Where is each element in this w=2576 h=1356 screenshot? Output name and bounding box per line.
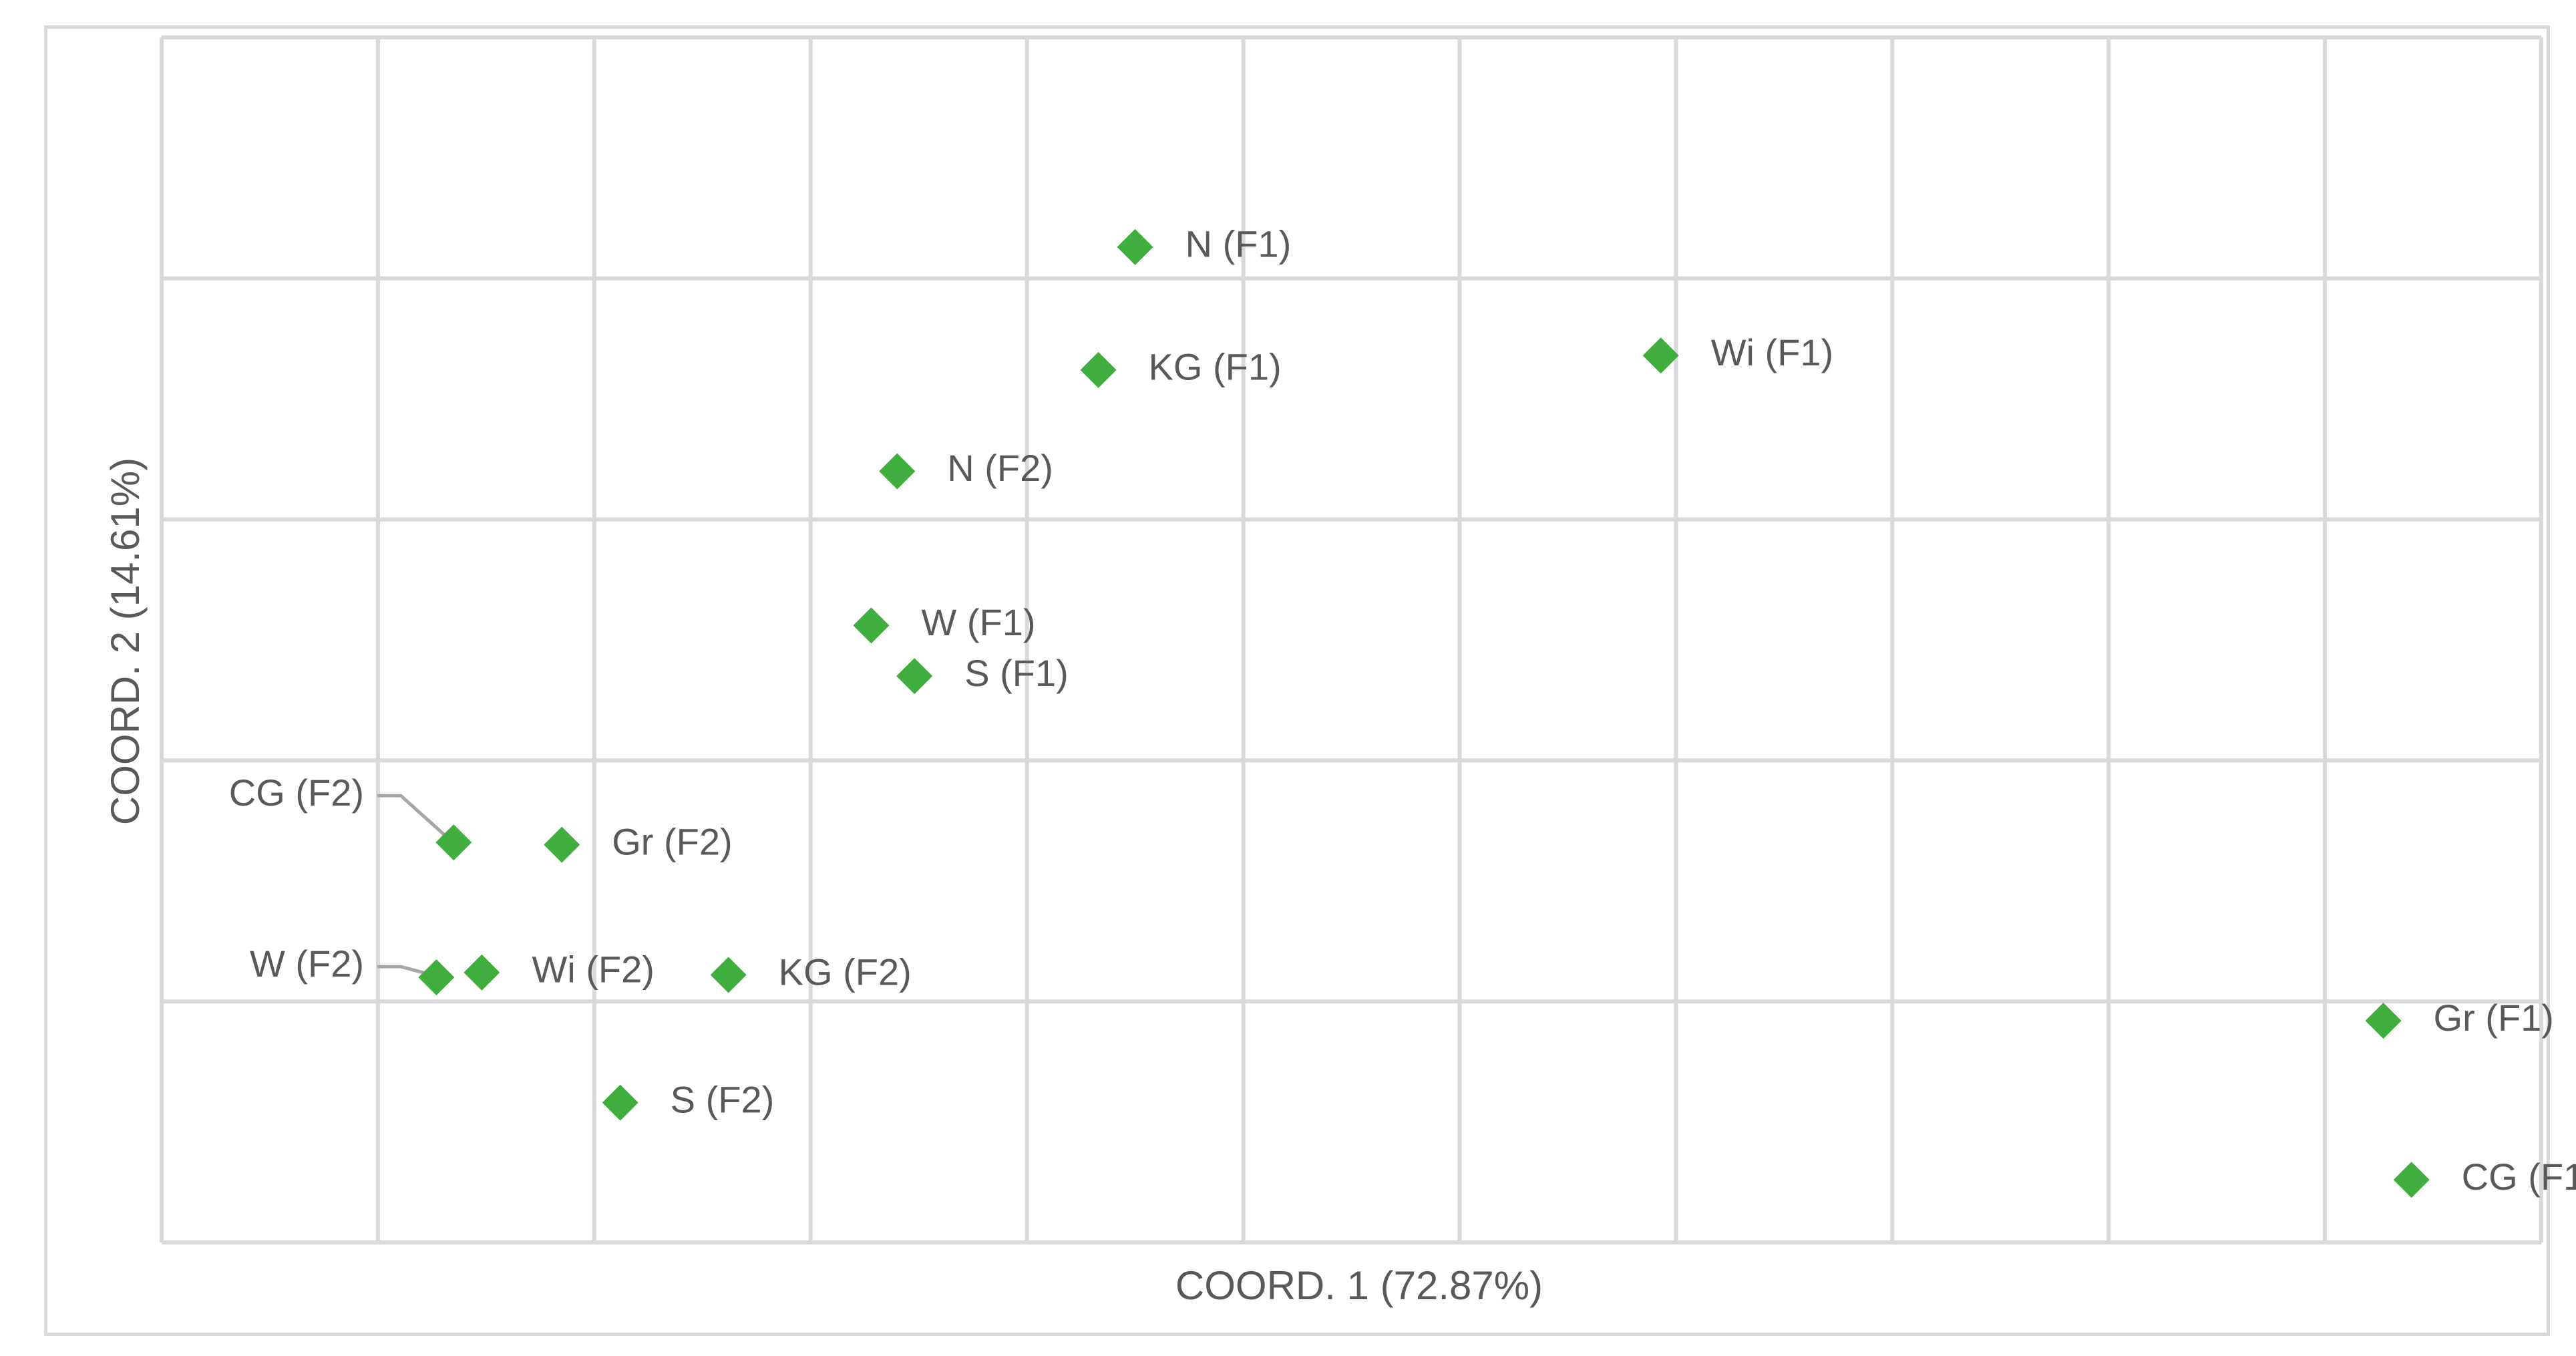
data-point-marker (1117, 228, 1153, 265)
x-axis-title: COORD. 1 (72.87%) (1175, 1263, 1543, 1308)
data-point-label: Gr (F1) (2434, 997, 2554, 1039)
data-point-label: N (F2) (947, 447, 1053, 489)
data-point-marker (853, 607, 890, 644)
chart-frame (44, 25, 2550, 1336)
data-point-marker (2365, 1003, 2402, 1039)
data-point-label: S (F2) (671, 1079, 775, 1121)
data-point-marker (435, 824, 472, 861)
leader-lines (377, 794, 449, 977)
data-points (418, 228, 2430, 1198)
data-point-label: CG (F2) (229, 772, 364, 814)
data-point-label: KG (F1) (1149, 346, 1282, 388)
data-point-label: Gr (F2) (612, 820, 732, 862)
data-point-marker (544, 826, 580, 863)
grid-lines (160, 35, 2543, 1244)
data-point-marker (896, 658, 933, 695)
data-point-label: KG (F2) (779, 951, 912, 993)
data-point-marker (1642, 337, 1679, 374)
data-point-marker (1080, 351, 1117, 388)
data-point-label: W (F2) (250, 943, 364, 985)
data-point-marker (710, 957, 747, 993)
data-point-marker (2393, 1162, 2430, 1198)
data-point-label: S (F1) (964, 652, 1069, 694)
data-point-label: CG (F1) (2462, 1156, 2576, 1198)
label-leader-line (377, 965, 432, 977)
data-point-label: Wi (F1) (1711, 331, 1834, 373)
data-point-label: W (F1) (921, 601, 1035, 643)
data-point-marker (879, 453, 916, 490)
data-point-marker (602, 1084, 638, 1121)
data-point-label: N (F1) (1185, 223, 1292, 265)
data-labels: N (F1) KG (F1) Wi (F1) N (F2) W (F1) S (F1) CG… (229, 223, 2576, 1198)
data-point-marker (464, 954, 500, 991)
data-point-marker (418, 959, 455, 996)
y-axis-title: COORD. 2 (14.61%) (103, 458, 148, 825)
data-point-label: Wi (F2) (532, 949, 655, 991)
label-leader-line (377, 794, 449, 840)
